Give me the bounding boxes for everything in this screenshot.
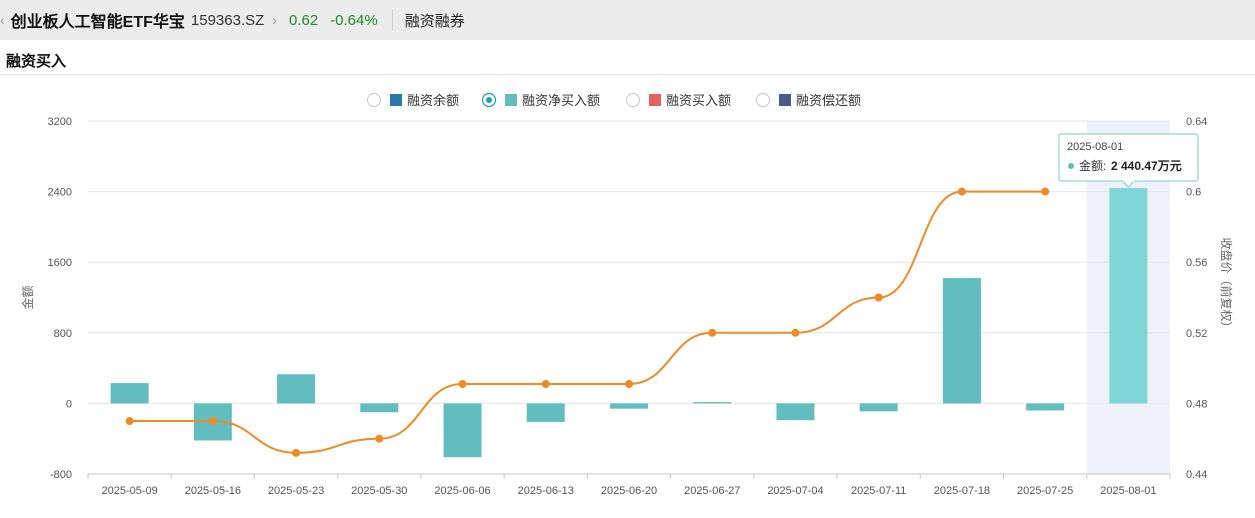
x-tick-label: 2025-07-11 bbox=[851, 485, 906, 497]
x-tick-label: 2025-08-01 bbox=[1100, 485, 1156, 497]
price-point-2025-05-30[interactable] bbox=[375, 434, 384, 443]
y-right-tick-label: 0.44 bbox=[1186, 469, 1207, 481]
bar-2025-07-25[interactable] bbox=[1026, 403, 1065, 411]
legend-radio-icon[interactable] bbox=[626, 93, 640, 107]
legend-label[interactable]: 融资净买入额 bbox=[522, 93, 600, 108]
price-point-2025-05-16[interactable] bbox=[208, 417, 217, 426]
y-right-tick-label: 0.56 bbox=[1186, 257, 1207, 269]
price-point-2025-06-13[interactable] bbox=[541, 379, 550, 388]
fund-code: 159363.SZ bbox=[190, 11, 265, 29]
bar-2025-06-27[interactable] bbox=[693, 402, 732, 404]
price-point-2025-06-06[interactable] bbox=[458, 379, 467, 388]
x-tick-label: 2025-07-25 bbox=[1017, 485, 1073, 497]
legend-swatch bbox=[779, 94, 791, 106]
legend-swatch bbox=[649, 94, 661, 106]
y-right-tick-label: 0.48 bbox=[1186, 398, 1207, 410]
legend-swatch bbox=[390, 94, 402, 106]
bar-2025-06-20[interactable] bbox=[610, 403, 648, 409]
bar-2025-06-06[interactable] bbox=[443, 403, 482, 458]
bar-2025-05-23[interactable] bbox=[277, 374, 316, 404]
legend-label[interactable]: 融资买入额 bbox=[666, 93, 731, 108]
header-divider bbox=[391, 9, 393, 31]
bar-2025-07-04[interactable] bbox=[776, 403, 815, 421]
price-point-2025-07-11[interactable] bbox=[874, 293, 883, 302]
x-tick-label: 2025-06-13 bbox=[518, 485, 574, 497]
section-title: 融资买入 bbox=[6, 53, 67, 70]
bar-2025-06-13[interactable] bbox=[526, 403, 565, 422]
x-tick-label: 2025-07-04 bbox=[767, 485, 823, 497]
x-tick-label: 2025-06-27 bbox=[684, 485, 740, 497]
price-point-2025-07-25[interactable] bbox=[1041, 187, 1050, 196]
x-tick-label: 2025-05-30 bbox=[351, 485, 407, 497]
y-left-tick-label: -800 bbox=[50, 469, 72, 481]
y-left-tick-label: 3200 bbox=[48, 116, 72, 128]
x-tick-label: 2025-06-20 bbox=[601, 485, 657, 497]
bar-2025-07-18[interactable] bbox=[942, 278, 981, 404]
chevron-left-icon[interactable]: ‹ bbox=[0, 12, 5, 28]
y-left-tick-label: 2400 bbox=[48, 187, 72, 199]
legend-label[interactable]: 融资偿还额 bbox=[796, 93, 861, 108]
price-point-2025-07-18[interactable] bbox=[957, 187, 966, 196]
fund-name: 创业板人工智能ETF华宝 bbox=[10, 14, 185, 31]
x-tick-label: 2025-05-16 bbox=[185, 485, 241, 497]
tab-margin-trading[interactable]: 融资融券 bbox=[404, 12, 465, 30]
price-point-2025-05-09[interactable] bbox=[125, 417, 134, 426]
price-point-2025-06-20[interactable] bbox=[625, 379, 633, 388]
legend-swatch bbox=[505, 94, 517, 106]
price-point-2025-06-27[interactable] bbox=[708, 328, 717, 337]
x-tick-label: 2025-05-09 bbox=[101, 485, 157, 497]
change-percent: -0.64% bbox=[330, 11, 378, 29]
legend-radio-icon[interactable] bbox=[367, 93, 381, 107]
y-left-tick-label: 0 bbox=[66, 398, 72, 410]
close-price-line bbox=[129, 190, 1046, 454]
chevron-right-icon[interactable]: › bbox=[272, 12, 277, 28]
y-right-axis-title: 收盘价（前复权） bbox=[1219, 237, 1234, 333]
legend-radio-icon[interactable] bbox=[756, 93, 770, 107]
y-left-tick-label: 1600 bbox=[48, 257, 72, 269]
x-tick-label: 2025-05-23 bbox=[268, 485, 324, 497]
bar-2025-08-01[interactable] bbox=[1109, 188, 1148, 404]
y-right-tick-label: 0.52 bbox=[1186, 328, 1207, 340]
bar-2025-05-30[interactable] bbox=[360, 403, 399, 413]
y-right-tick-label: 0.64 bbox=[1186, 116, 1207, 128]
price-point-2025-07-04[interactable] bbox=[791, 328, 800, 337]
tooltip-value: 2 440.47万元 bbox=[1111, 159, 1182, 173]
tooltip-date: 2025-08-01 bbox=[1067, 141, 1123, 153]
legend-label[interactable]: 融资余额 bbox=[407, 93, 459, 108]
margin-buy-chart[interactable]: 3200 2400 1600 800 0 -800 0.64 0.6 0.56 0.52 0.48 0… bbox=[0, 75, 1255, 518]
tooltip-dot-icon bbox=[1068, 163, 1074, 169]
y-right-tick-label: 0.6 bbox=[1186, 187, 1201, 199]
price-point-2025-05-23[interactable] bbox=[292, 448, 301, 457]
y-left-axis-title: 金额 bbox=[20, 285, 35, 309]
price-value: 0.62 bbox=[288, 11, 319, 29]
tooltip-label: 金额: bbox=[1079, 158, 1106, 173]
top-bar: ‹ 创业板人工智能ETF华宝 159363.SZ › 0.62 -0.64% 融… bbox=[0, 0, 1255, 40]
section-divider bbox=[0, 74, 1255, 75]
x-tick-label: 2025-06-06 bbox=[434, 485, 490, 497]
x-tick-label: 2025-07-18 bbox=[934, 485, 990, 497]
bar-2025-05-09[interactable] bbox=[110, 383, 149, 404]
bar-2025-07-11[interactable] bbox=[859, 403, 898, 412]
y-left-tick-label: 800 bbox=[54, 328, 72, 340]
legend-radio-dot-icon bbox=[486, 97, 492, 103]
